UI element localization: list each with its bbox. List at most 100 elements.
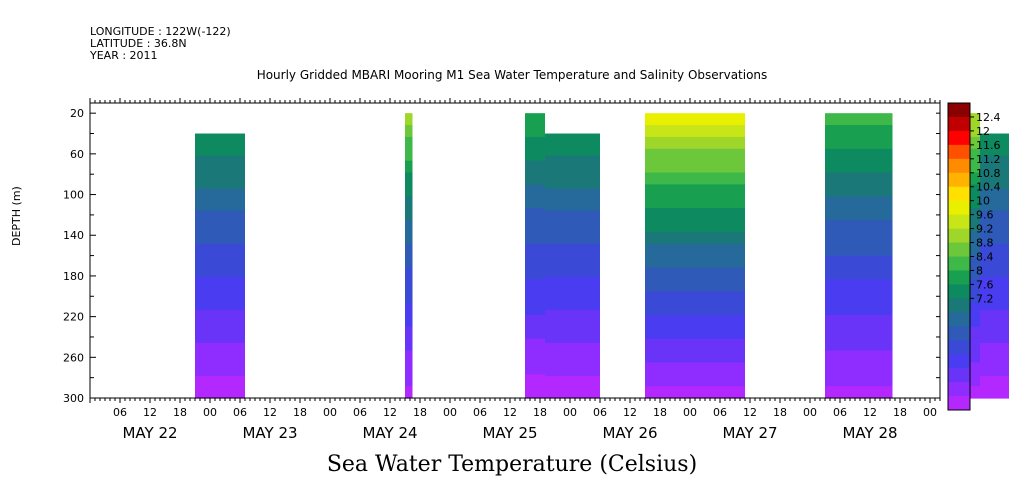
data-cell [405, 208, 413, 221]
data-cell [545, 309, 600, 322]
data-cell [525, 125, 545, 138]
year-label: YEAR : 2011 [90, 49, 158, 62]
y-tick-label: 300 [63, 392, 84, 405]
data-cell [405, 172, 413, 185]
data-cell [980, 342, 1009, 355]
data-cell [645, 196, 745, 209]
data-cell [405, 291, 413, 304]
data-cell [545, 364, 600, 377]
colorbar-label: 8 [976, 264, 983, 277]
x-hour-label: 00 [803, 406, 817, 419]
data-cell [405, 219, 413, 233]
data-cell [825, 208, 893, 221]
colorbar-label: 7.2 [976, 292, 994, 305]
data-cell [825, 184, 893, 197]
data-cell [195, 309, 245, 322]
data-cell [545, 199, 600, 212]
data-cell [545, 386, 600, 399]
data-cell [645, 314, 745, 328]
data-cell [525, 314, 545, 328]
data-cell [645, 231, 745, 245]
data-cell [545, 265, 600, 278]
data-cell [825, 136, 893, 150]
y-tick-label: 100 [63, 189, 84, 202]
data-cell [195, 144, 245, 157]
data-cell [825, 326, 893, 340]
colorbar-swatch [948, 368, 970, 383]
data-cell [195, 331, 245, 344]
data-cell [825, 362, 893, 375]
data-cell [645, 303, 745, 316]
data-cell [980, 353, 1009, 366]
data-cell [195, 342, 245, 355]
data-cell [195, 155, 245, 168]
data-cell [645, 208, 745, 221]
data-cell [825, 219, 893, 233]
data-cell [195, 276, 245, 289]
data-cell [405, 125, 413, 138]
data-cell [980, 188, 1009, 201]
data-cell [405, 303, 413, 316]
data-cell [525, 338, 545, 352]
x-hour-label: 06 [593, 406, 607, 419]
data-cell [645, 279, 745, 292]
x-hour-label: 00 [563, 406, 577, 419]
data-cell [545, 133, 600, 146]
data-cell [825, 243, 893, 257]
data-cell [405, 362, 413, 375]
x-day-label: MAY 27 [722, 424, 777, 442]
data-cell [525, 374, 545, 387]
colorbar-label: 11.6 [976, 139, 1001, 152]
data-cell [545, 331, 600, 344]
data-cell [645, 184, 745, 197]
longitude-label: LONGITUDE : 122W(-122) [90, 25, 231, 38]
data-cell [645, 125, 745, 138]
data-cell [405, 350, 413, 363]
x-hour-label: 00 [323, 406, 337, 419]
data-cell [525, 303, 545, 316]
data-cell [525, 184, 545, 197]
data-cell [645, 291, 745, 304]
data-cell [825, 350, 893, 363]
colorbar-label: 11.2 [976, 153, 1001, 166]
x-hour-label: 06 [833, 406, 847, 419]
x-hour-label: 06 [473, 406, 487, 419]
data-cell [405, 160, 413, 174]
data-cell [195, 177, 245, 190]
data-cell [195, 364, 245, 377]
latitude-label: LATITUDE : 36.8N [90, 37, 187, 50]
data-cell [405, 113, 413, 126]
colorbar-swatch [948, 172, 970, 188]
data-cell [525, 160, 545, 174]
data-cell [195, 254, 245, 267]
data-cell [980, 276, 1009, 289]
data-cell [825, 279, 893, 292]
data-cell [825, 113, 893, 126]
data-cell [525, 255, 545, 269]
data-cell [525, 136, 545, 150]
data-cell [545, 155, 600, 168]
data-cell [195, 221, 245, 234]
data-cell [645, 243, 745, 257]
x-day-label: MAY 23 [242, 424, 297, 442]
data-cell [525, 172, 545, 185]
colorbar-swatch [948, 214, 970, 230]
colorbar-label: 9.2 [976, 223, 994, 236]
data-cell [195, 243, 245, 256]
colorbar-swatch [948, 354, 970, 369]
colorbar-label: 12.4 [976, 111, 1001, 124]
data-cell [195, 386, 245, 399]
data-cell [645, 386, 745, 399]
y-tick-label: 60 [70, 148, 84, 161]
colorbar-swatch [948, 144, 970, 160]
data-cell [545, 243, 600, 256]
x-hour-label: 18 [293, 406, 307, 419]
data-cell [405, 279, 413, 292]
data-cell [525, 279, 545, 292]
data-cell [645, 160, 745, 174]
colorbar-swatch [948, 242, 970, 257]
data-cell [545, 144, 600, 157]
data-cell [825, 160, 893, 174]
colorbar-label: 12 [976, 125, 990, 138]
data-cell [980, 265, 1009, 278]
